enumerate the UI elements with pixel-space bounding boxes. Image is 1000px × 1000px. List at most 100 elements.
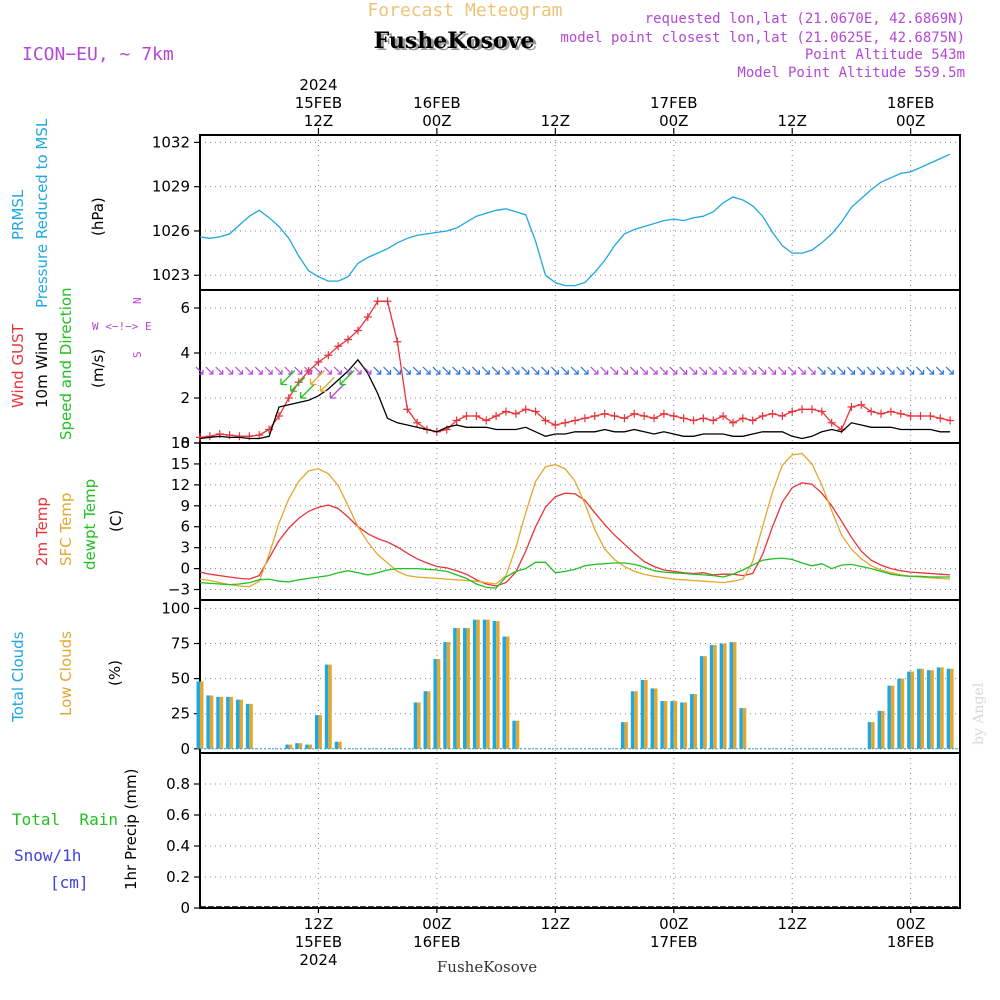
temperature-frame — [199, 442, 961, 601]
gust-marker — [541, 416, 550, 425]
bottom-axis-label-3-1: 17FEB — [650, 933, 697, 951]
gust-marker — [778, 412, 787, 420]
gust-marker — [255, 431, 264, 440]
wind-direction-arrow — [827, 366, 836, 375]
low-cloud-bar — [881, 710, 885, 749]
low-cloud-bar — [200, 681, 204, 749]
total-cloud-bar — [236, 699, 240, 749]
precip-legend-rain: Total Rain — [12, 810, 118, 829]
precip-legend-snow: Snow/1h — [14, 846, 81, 865]
low-cloud-bar — [229, 696, 234, 749]
low-cloud-bar — [328, 664, 332, 749]
gust-marker — [807, 405, 816, 414]
wind-strong-arrow — [309, 370, 326, 386]
total-cloud-bar — [917, 668, 921, 749]
temperature-ytick-label-3: 6 — [180, 518, 190, 536]
pressure-ytick-label-1: 1026 — [152, 222, 190, 240]
total-cloud-bar — [877, 710, 882, 749]
bottom-axis-label-3-0: 00Z — [659, 915, 688, 933]
wind-direction-arrow — [314, 366, 323, 375]
gust-marker — [403, 405, 412, 414]
top-axis-label-2-0: 12Z — [541, 112, 570, 130]
wind-direction-arrow — [531, 366, 540, 375]
temperature-panel: 2m Temp SFC Temp dewpt Temp (C) −3 0 3 6 9 12… — [33, 434, 961, 601]
pressure-ytick-label-2: 1029 — [152, 178, 190, 196]
total-cloud-bar — [699, 656, 704, 749]
point-altitude: Point Altitude 543m — [805, 47, 965, 63]
clouds-ytick-label-2: 50 — [171, 670, 190, 688]
low-cloud-bar — [910, 671, 915, 749]
wind-legend-10m: 10m Wind — [33, 332, 51, 408]
wind-direction-arrow — [304, 366, 313, 375]
wind-direction-arrow — [462, 366, 471, 375]
bottom-axis-label-2-0: 12Z — [541, 915, 570, 933]
wind-direction-arrow — [560, 366, 569, 375]
wind-direction-arrow — [679, 366, 688, 375]
gust-marker — [936, 414, 945, 423]
total-cloud-bar — [413, 702, 418, 749]
precip-frame — [199, 752, 961, 909]
wind-direction-arrow — [235, 366, 244, 375]
wind-direction-arrow — [768, 366, 777, 375]
gust-marker — [630, 409, 639, 418]
low-cloud-bar — [288, 744, 293, 749]
total-cloud-bar — [206, 695, 210, 749]
top-axis-label-0-0: 2024 — [299, 76, 337, 94]
low-cloud-bar — [427, 691, 431, 749]
total-cloud-bar — [926, 670, 931, 749]
wind-direction-arrow — [866, 366, 875, 375]
wind-direction-arrow — [333, 366, 342, 375]
gust-marker — [462, 412, 471, 420]
temperature-ytick-label-0: −3 — [168, 581, 190, 599]
precip-legend-cm: [cm] — [50, 873, 89, 892]
footer-station: FusheKosove — [437, 958, 537, 976]
gust-marker — [551, 421, 560, 429]
temp-legend-2m: 2m Temp — [33, 497, 51, 566]
temperature-series-dewpt-temp — [199, 557, 951, 589]
wind-direction-arrow — [669, 366, 678, 375]
wind-direction-arrow — [748, 366, 757, 375]
wind-strong-arrow — [300, 383, 316, 399]
low-cloud-bar — [298, 743, 303, 749]
total-cloud-bar — [946, 668, 951, 749]
wind-strong-arrow — [339, 370, 355, 386]
gust-marker — [867, 407, 876, 416]
bottom-axis-label-1-0: 00Z — [422, 915, 451, 933]
top-axis-label-5-1: 00Z — [896, 112, 925, 130]
wind-direction-arrow — [373, 366, 382, 375]
wind-direction-arrow — [383, 366, 392, 375]
total-cloud-bar — [670, 701, 674, 749]
gust-marker — [709, 416, 718, 425]
gust-marker — [521, 405, 530, 414]
wind-direction-arrow — [481, 366, 490, 375]
temperature-ytick-label-2: 3 — [180, 539, 190, 557]
total-cloud-bar — [907, 671, 911, 749]
wind-direction-arrow — [215, 366, 224, 375]
low-cloud-bar — [239, 699, 243, 749]
low-cloud-bar — [466, 628, 470, 749]
total-cloud-bar — [196, 681, 200, 749]
low-cloud-bar — [456, 628, 461, 749]
pressure-series-prmsl — [199, 153, 951, 287]
wind-direction-arrow — [876, 366, 885, 375]
wind-direction-arrow — [698, 366, 707, 375]
precip-ytick-label-2: 0.4 — [166, 837, 190, 855]
wind-direction-arrow — [422, 366, 431, 375]
low-cloud-bar — [318, 715, 322, 749]
gust-marker — [492, 412, 501, 420]
wind-direction-arrow — [689, 366, 698, 375]
watermark: by Angel — [971, 682, 987, 745]
total-cloud-bar — [887, 685, 891, 749]
wind-direction-arrow — [590, 366, 599, 375]
wind-ytick-label-1: 2 — [180, 389, 190, 407]
wind-direction-arrow — [501, 366, 510, 375]
gust-marker — [196, 433, 204, 442]
top-axis-label-4-0: 12Z — [778, 112, 807, 130]
total-cloud-bar — [936, 667, 941, 749]
wind-direction-arrow — [945, 366, 954, 375]
low-cloud-bar — [209, 695, 214, 749]
wind-direction-arrow — [935, 366, 944, 375]
wind-direction-arrow — [511, 366, 520, 375]
